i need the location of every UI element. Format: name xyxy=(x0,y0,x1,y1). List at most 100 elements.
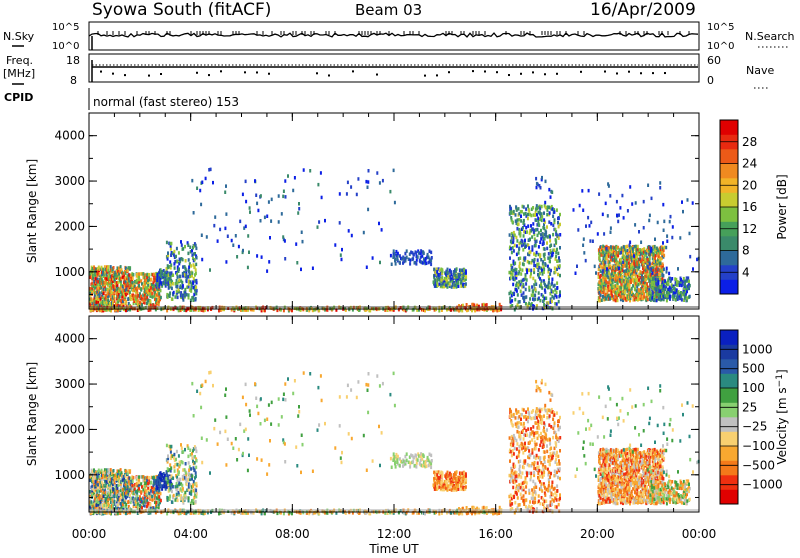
nave-dip xyxy=(244,71,246,73)
power-cell xyxy=(633,254,635,257)
power-cell xyxy=(192,280,194,284)
velocity-cell xyxy=(174,469,176,473)
power-cell xyxy=(522,240,524,244)
power-cell xyxy=(239,220,241,224)
power-cell xyxy=(295,242,297,246)
power-cell xyxy=(294,176,296,180)
velocity-cell xyxy=(189,449,191,453)
power-cell xyxy=(539,272,541,276)
power-cell xyxy=(189,246,191,250)
power-cell xyxy=(538,231,540,235)
power-cell xyxy=(125,300,127,304)
power-cell xyxy=(681,298,683,302)
power-cell xyxy=(184,265,186,269)
power-cell xyxy=(509,233,511,237)
power-cell xyxy=(548,206,550,210)
power-cell xyxy=(458,309,460,313)
power-cell xyxy=(555,251,557,255)
power-cell xyxy=(621,194,623,198)
power-cell xyxy=(602,213,604,217)
power-cell xyxy=(545,231,547,235)
power-cell xyxy=(514,262,516,266)
power-cell xyxy=(585,224,587,228)
velocity-cell xyxy=(195,489,197,493)
power-cell xyxy=(533,252,535,256)
nsearch-tick-low: 10^0 xyxy=(707,41,734,52)
power-cell xyxy=(649,214,651,218)
power-cell xyxy=(535,177,537,181)
velocity-cell xyxy=(167,481,169,485)
power-cell xyxy=(247,234,249,238)
power-cell xyxy=(595,271,597,275)
nave-dip xyxy=(256,71,258,73)
power-cell xyxy=(597,232,599,236)
power-cell xyxy=(409,258,411,262)
velocity-cell xyxy=(110,468,112,472)
power-cell xyxy=(585,259,587,263)
power-cell xyxy=(536,240,538,244)
power-cell xyxy=(531,245,533,249)
power-cell xyxy=(212,181,214,185)
power-cell xyxy=(516,271,518,275)
power-cell xyxy=(558,236,560,240)
power-cell xyxy=(450,270,452,274)
power-cell xyxy=(341,248,343,252)
power-cell xyxy=(527,217,529,221)
power-cell xyxy=(539,299,541,303)
power-cell xyxy=(608,184,610,188)
power-cell xyxy=(527,224,529,228)
power-cell xyxy=(659,181,661,185)
velocity-cell xyxy=(170,466,172,470)
power-cell xyxy=(677,267,679,271)
nave-dip xyxy=(580,71,582,73)
power-cell xyxy=(626,260,628,264)
power-cell xyxy=(177,275,179,279)
power-cell xyxy=(142,272,144,276)
velocity-cell xyxy=(173,453,175,457)
velocity-cell xyxy=(171,501,173,505)
power-cell xyxy=(321,196,323,200)
power-cell xyxy=(681,200,683,204)
power-cell xyxy=(524,239,526,243)
power-cell xyxy=(589,224,591,228)
power-cell xyxy=(545,180,547,184)
power-cell xyxy=(687,198,689,202)
power-cell xyxy=(662,203,664,207)
nave-dip xyxy=(508,74,510,76)
power-cell xyxy=(528,246,530,250)
power-cell xyxy=(535,219,537,223)
power-cell xyxy=(546,225,548,229)
velocity-cell xyxy=(142,475,144,479)
power-cell xyxy=(549,235,551,239)
power-cell xyxy=(609,194,611,198)
power-cell xyxy=(582,209,584,213)
power-cell xyxy=(213,224,215,228)
velocity-cell xyxy=(177,499,179,503)
power-cell xyxy=(185,259,187,263)
power-cell xyxy=(607,214,609,218)
power-cell xyxy=(671,277,673,281)
power-cell xyxy=(579,204,581,208)
power-cell xyxy=(302,308,304,312)
power-cell xyxy=(512,283,514,287)
power-cell xyxy=(540,258,542,262)
power-cell xyxy=(193,211,195,215)
power-cell xyxy=(551,300,553,304)
power-cell xyxy=(606,257,608,261)
power-cell xyxy=(590,221,592,225)
power-cell xyxy=(689,255,691,259)
power-cell xyxy=(541,279,543,283)
power-cell xyxy=(635,201,637,205)
velocity-cell xyxy=(195,466,197,470)
power-cell xyxy=(446,285,448,289)
power-cell xyxy=(517,218,519,222)
power-cell xyxy=(372,256,374,260)
power-cell xyxy=(257,209,259,213)
freq-panel: Freq. [MHz] 18 8 60 0 Nave xyxy=(3,54,774,88)
power-cell xyxy=(389,190,391,194)
freq-label: Freq. xyxy=(6,54,33,67)
power-cell xyxy=(190,287,192,291)
power-cell xyxy=(668,272,670,276)
power-cell xyxy=(512,246,514,250)
power-cell xyxy=(521,268,523,272)
